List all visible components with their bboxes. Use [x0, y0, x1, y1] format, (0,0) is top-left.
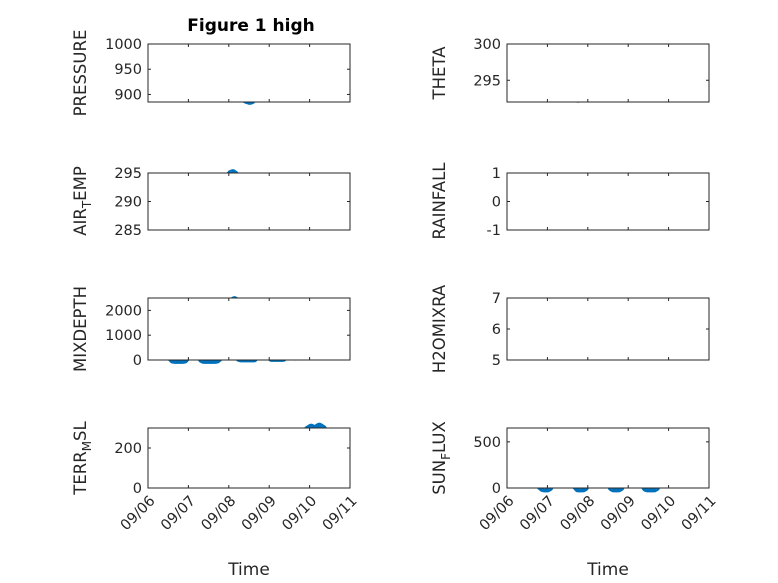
y-tick-label: 300	[473, 37, 501, 53]
axes-frame	[147, 297, 351, 361]
subplot-4: -1 0 1 RAINFALL	[430, 162, 710, 240]
figure-title: Figure 1 high	[187, 16, 315, 36]
y-axis-label: H2OMIXRA	[430, 284, 449, 373]
y-tick-label: 0	[492, 481, 501, 497]
axes-frame	[506, 43, 710, 103]
y-axis-label: TERRMSL	[71, 420, 94, 495]
y-tick-label: 295	[114, 166, 142, 182]
x-axis-label: Time	[586, 560, 629, 580]
y-tick-label: -1	[487, 223, 501, 239]
y-tick-label: 1000	[105, 37, 142, 53]
subplot-2: 295 300 THETA	[430, 37, 710, 103]
axes-frame	[147, 172, 351, 231]
y-tick-label: 295	[473, 73, 501, 89]
axes-frame	[506, 172, 710, 231]
axes-frame	[506, 297, 710, 361]
y-tick-label: 2000	[105, 303, 142, 319]
subplot-3: 285 290 295 AIRTEMP	[71, 166, 351, 239]
subplot-1: 900 950 1000 PRESSURE	[71, 30, 351, 117]
y-tick-label: 0	[133, 353, 142, 369]
y-tick-label: 1000	[105, 328, 142, 344]
y-axis-label: RAINFALL	[430, 162, 449, 240]
y-tick-label: 1	[492, 166, 501, 182]
axes-frame	[506, 427, 710, 489]
y-tick-label: 6	[492, 322, 501, 338]
y-tick-label: 900	[114, 87, 142, 103]
subplot-5: 0 1000 2000 MIXDEPTH	[71, 286, 351, 372]
y-tick-label: 200	[114, 441, 142, 457]
axes-frame	[147, 43, 351, 103]
y-tick-label: 285	[114, 223, 142, 239]
y-axis-label: SUNFLUX	[430, 421, 453, 495]
y-tick-label: 500	[473, 435, 501, 451]
y-axis-label: THETA	[430, 46, 449, 101]
y-axis-label: MIXDEPTH	[71, 286, 90, 372]
y-tick-label: 7	[492, 291, 501, 307]
y-tick-label: 0	[133, 481, 142, 497]
y-axis-label: AIRTEMP	[71, 166, 94, 236]
x-axis-label: Time	[227, 560, 270, 580]
y-axis-label: PRESSURE	[71, 30, 90, 117]
y-tick-label: 290	[114, 195, 142, 211]
axes-frame	[147, 427, 351, 489]
y-tick-label: 0	[492, 195, 501, 211]
subplot-6: 5 6 7 H2OMIXRA	[430, 284, 710, 373]
y-tick-label: 5	[492, 353, 501, 369]
y-tick-label: 950	[114, 62, 142, 78]
